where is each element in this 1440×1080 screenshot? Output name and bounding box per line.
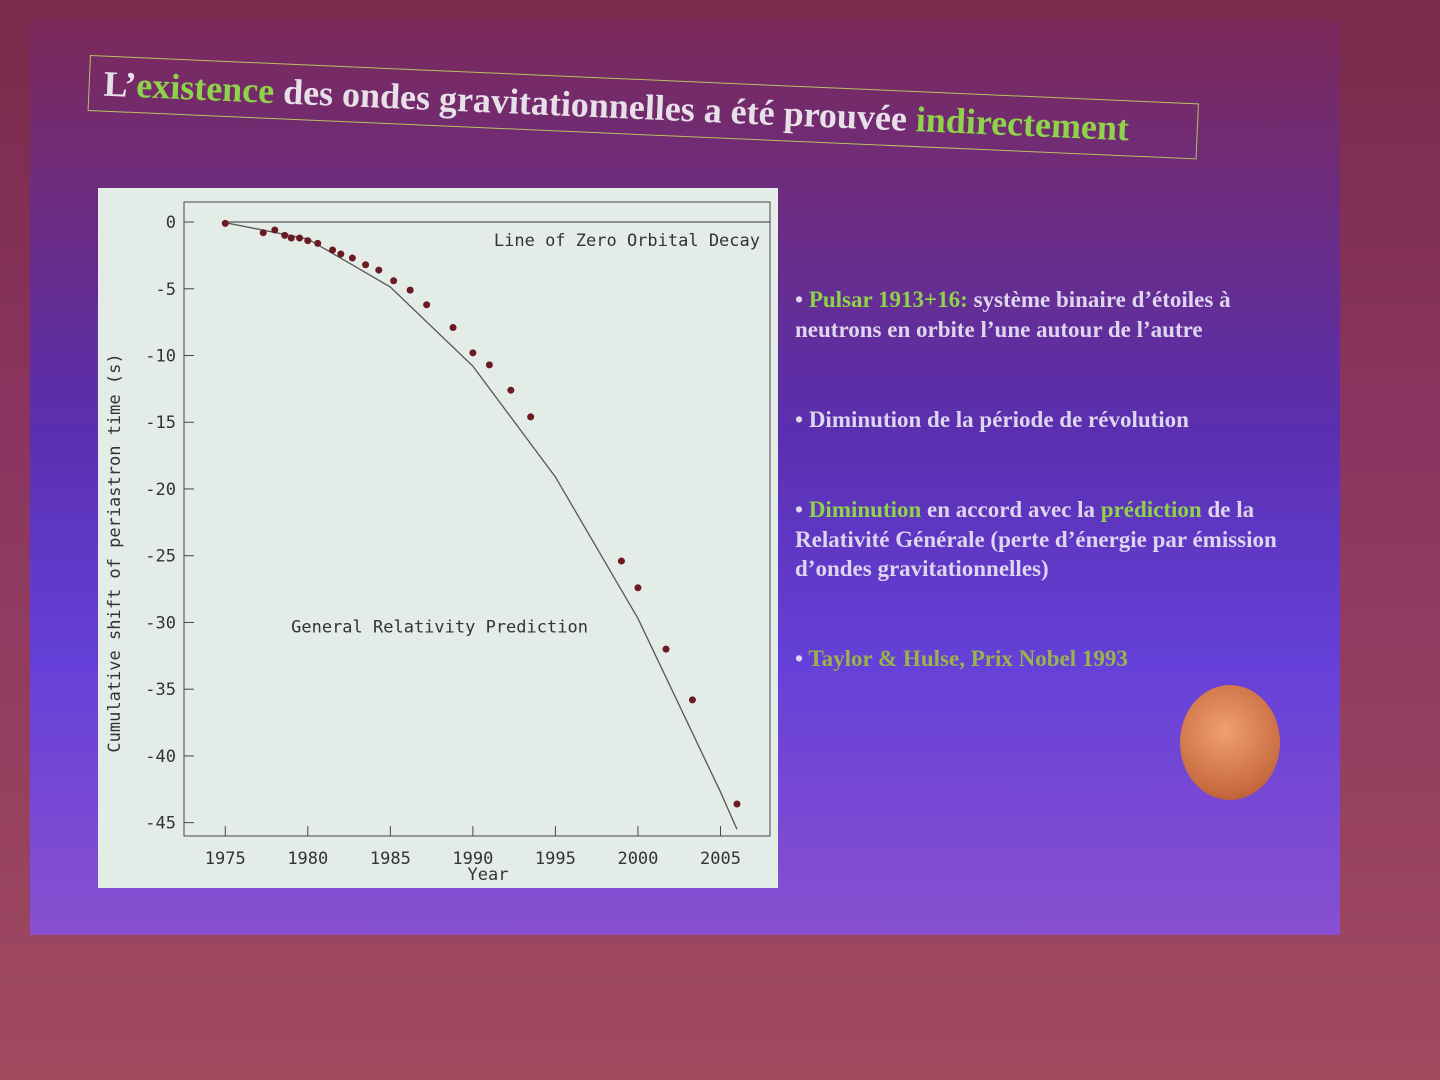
bullet-list: Pulsar 1913+16: système binaire d’étoile… [795,285,1315,734]
bullet-text: Diminution [808,496,922,522]
bullet: Taylor & Hulse, Prix Nobel 1993 [795,644,1315,674]
line-series [221,221,738,830]
y-tick-label: -10 [145,346,176,366]
bullet: Pulsar 1913+16: système binaire d’étoile… [795,285,1315,345]
x-tick-label: 1980 [287,849,328,869]
data-point [259,229,267,237]
data-point [348,254,356,262]
y-tick-label: -40 [145,747,176,767]
data-point [375,266,383,274]
x-tick-label: 2000 [617,849,658,869]
bullet-text: de la Relativité Générale (perte d’énerg… [795,496,1277,582]
bullet-text: prédiction [1100,496,1202,522]
bullet-text: Taylor & Hulse, Prix Nobel 1993 [808,646,1128,672]
data-point [271,226,279,234]
nobel-medal [1180,685,1280,800]
data-point [329,246,337,254]
data-point [507,386,515,394]
x-tick-label: 2005 [700,849,741,869]
data-point [527,413,535,421]
title-part: des ondes gravitationnelles a été prouvé… [273,71,917,140]
x-tick-label: 1995 [535,849,576,869]
slide-title: L’existence des ondes gravitationnelles … [87,55,1199,160]
y-axis-label: Cumulative shift of periastron time (s) [105,353,125,752]
data-point [449,323,457,331]
data-point [485,361,493,369]
data-point [662,645,670,653]
y-tick-label: -20 [145,480,176,500]
x-tick-label: 1985 [370,849,411,869]
data-point [314,239,322,247]
y-tick-label: -35 [145,680,176,700]
title-part: indirectement [915,99,1130,149]
data-point [281,231,289,239]
bullet: Diminution en accord avec la prédiction … [795,495,1315,585]
bullet-text: en accord avec la [921,496,1101,522]
chart-background [98,188,778,888]
data-point [688,696,696,704]
x-tick-label: 1975 [205,849,246,869]
y-tick-label: -5 [156,280,176,300]
bullet-text: système binaire d’étoiles à neutrons en … [795,287,1231,342]
data-point [634,584,642,592]
data-point [406,286,414,294]
y-tick-label: -30 [145,613,176,633]
bullet-text: Pulsar 1913+16: [808,287,968,312]
line-label: Line of Zero Orbital Decay [494,231,760,251]
y-tick-label: -25 [145,547,176,567]
line-label: General Relativity Prediction [291,617,588,637]
data-point [304,237,312,245]
data-point [221,219,229,227]
y-tick-label: -45 [145,814,176,834]
data-point [390,277,398,285]
data-point [423,301,431,309]
data-point [617,557,625,565]
y-tick-label: 0 [166,213,176,233]
data-point [362,261,370,269]
data-point [733,800,741,808]
bullet: Diminution de la période de révolution [795,405,1315,435]
data-point [287,234,295,242]
title-part: L’ [102,63,138,106]
title-part: existence [135,65,276,112]
plot-frame [183,201,771,837]
bullet-text: Diminution de la période de révolution [808,406,1189,432]
data-point [337,250,345,258]
x-axis-label: Year [468,865,509,885]
x-tick-label: 1990 [452,849,493,869]
data-point [296,234,304,242]
chart: Year Cumulative shift of periastron time… [98,188,778,888]
data-point [469,349,477,357]
y-tick-label: -15 [145,413,176,433]
